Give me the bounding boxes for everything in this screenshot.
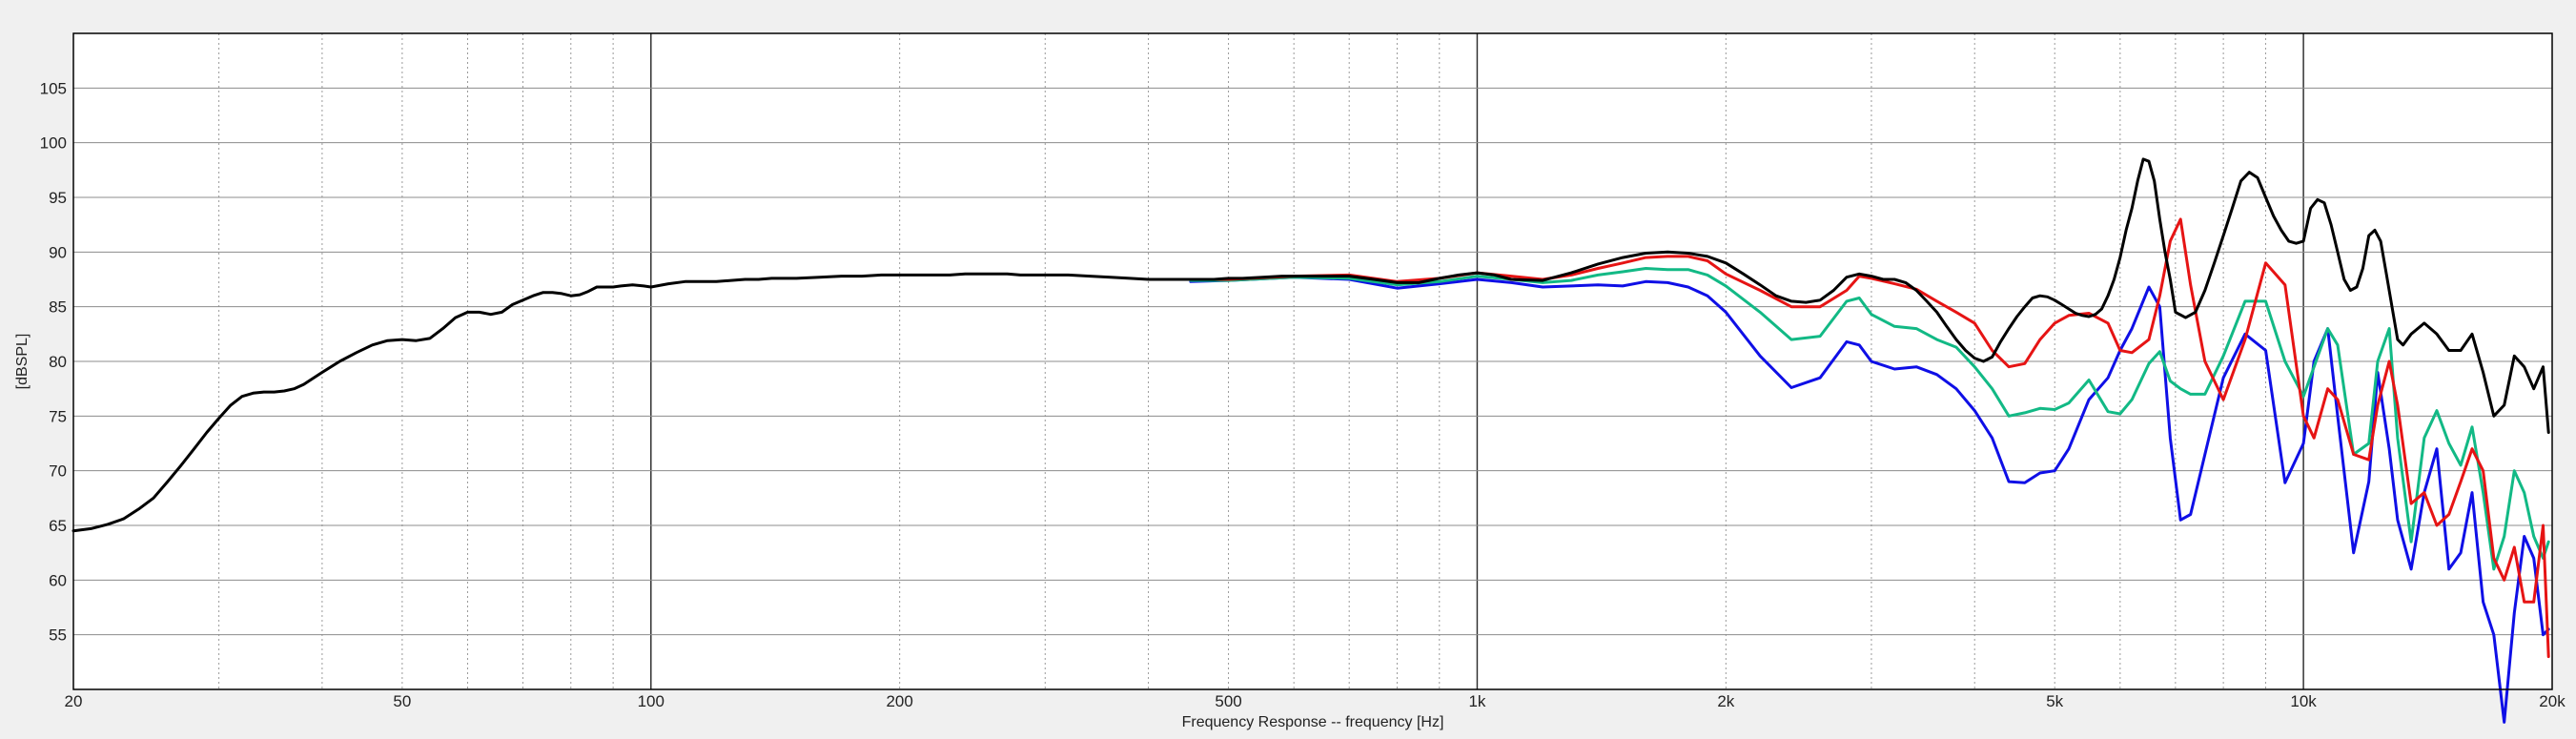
grid bbox=[73, 33, 2552, 689]
y-tick-label: 55 bbox=[49, 626, 67, 645]
x-tick-label: 10k bbox=[2290, 692, 2317, 710]
series-line-2 bbox=[1189, 267, 2550, 571]
y-tick-label: 60 bbox=[49, 571, 67, 589]
y-tick-label: 105 bbox=[40, 79, 67, 97]
x-tick-label: 1k bbox=[1468, 692, 1485, 710]
x-axis-label: Frequency Response -- frequency [Hz] bbox=[1182, 714, 1444, 730]
x-tick-label: 2k bbox=[1717, 692, 1734, 710]
series-group bbox=[72, 157, 2550, 724]
x-tick-label: 500 bbox=[1215, 692, 1241, 710]
y-tick-label: 100 bbox=[40, 134, 67, 153]
plot-frame bbox=[72, 32, 2553, 690]
x-tick-label: 50 bbox=[393, 692, 411, 710]
series-line-1 bbox=[1189, 276, 2550, 724]
series-line-3 bbox=[1189, 217, 2550, 659]
y-tick-label: 75 bbox=[49, 407, 67, 425]
y-tick-label: 85 bbox=[49, 298, 67, 317]
x-tick-label: 20k bbox=[2539, 692, 2566, 710]
y-tick-label: 95 bbox=[49, 189, 67, 207]
y-tick-label: 80 bbox=[49, 353, 67, 371]
x-tick-label: 20 bbox=[65, 692, 83, 710]
series-line-4 bbox=[72, 157, 2550, 533]
x-tick-label: 200 bbox=[886, 692, 912, 710]
x-tick-label: 100 bbox=[638, 692, 664, 710]
tick-labels: 20 50 100 200 500 1k 2k 5k 10k 20k 55 60 65 70 75 80 85 9… bbox=[40, 79, 2566, 710]
y-tick-label: 90 bbox=[49, 243, 67, 261]
y-axis-label: [dBSPL] bbox=[14, 334, 31, 390]
x-tick-label: 5k bbox=[2046, 692, 2063, 710]
y-tick-label: 70 bbox=[49, 462, 67, 481]
y-tick-label: 65 bbox=[49, 517, 67, 535]
